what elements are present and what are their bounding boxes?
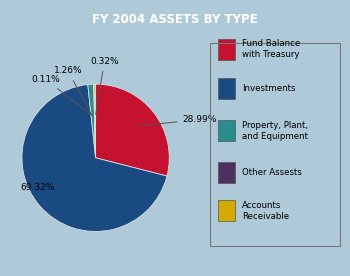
FancyBboxPatch shape bbox=[218, 39, 235, 60]
Wedge shape bbox=[94, 84, 96, 158]
FancyBboxPatch shape bbox=[218, 120, 235, 141]
Wedge shape bbox=[22, 84, 167, 232]
Wedge shape bbox=[93, 84, 96, 158]
Text: Other Assests: Other Assests bbox=[242, 168, 302, 177]
Text: Fund Balance
with Treasury: Fund Balance with Treasury bbox=[242, 39, 300, 59]
Wedge shape bbox=[88, 84, 96, 158]
Text: 0.32%: 0.32% bbox=[90, 57, 119, 115]
Text: 69.32%: 69.32% bbox=[21, 183, 55, 192]
Wedge shape bbox=[96, 84, 169, 176]
Text: 28.99%: 28.99% bbox=[139, 115, 217, 126]
Text: Accounts
Receivable: Accounts Receivable bbox=[242, 201, 289, 221]
Text: 0.11%: 0.11% bbox=[32, 75, 92, 116]
Text: Property, Plant,
and Equipment: Property, Plant, and Equipment bbox=[242, 121, 308, 141]
FancyBboxPatch shape bbox=[218, 200, 235, 221]
Text: Investments: Investments bbox=[242, 84, 295, 94]
FancyBboxPatch shape bbox=[218, 78, 235, 99]
Text: 1.26%: 1.26% bbox=[54, 66, 92, 115]
FancyBboxPatch shape bbox=[218, 162, 235, 183]
Text: FY 2004 ASSETS BY TYPE: FY 2004 ASSETS BY TYPE bbox=[92, 13, 258, 26]
